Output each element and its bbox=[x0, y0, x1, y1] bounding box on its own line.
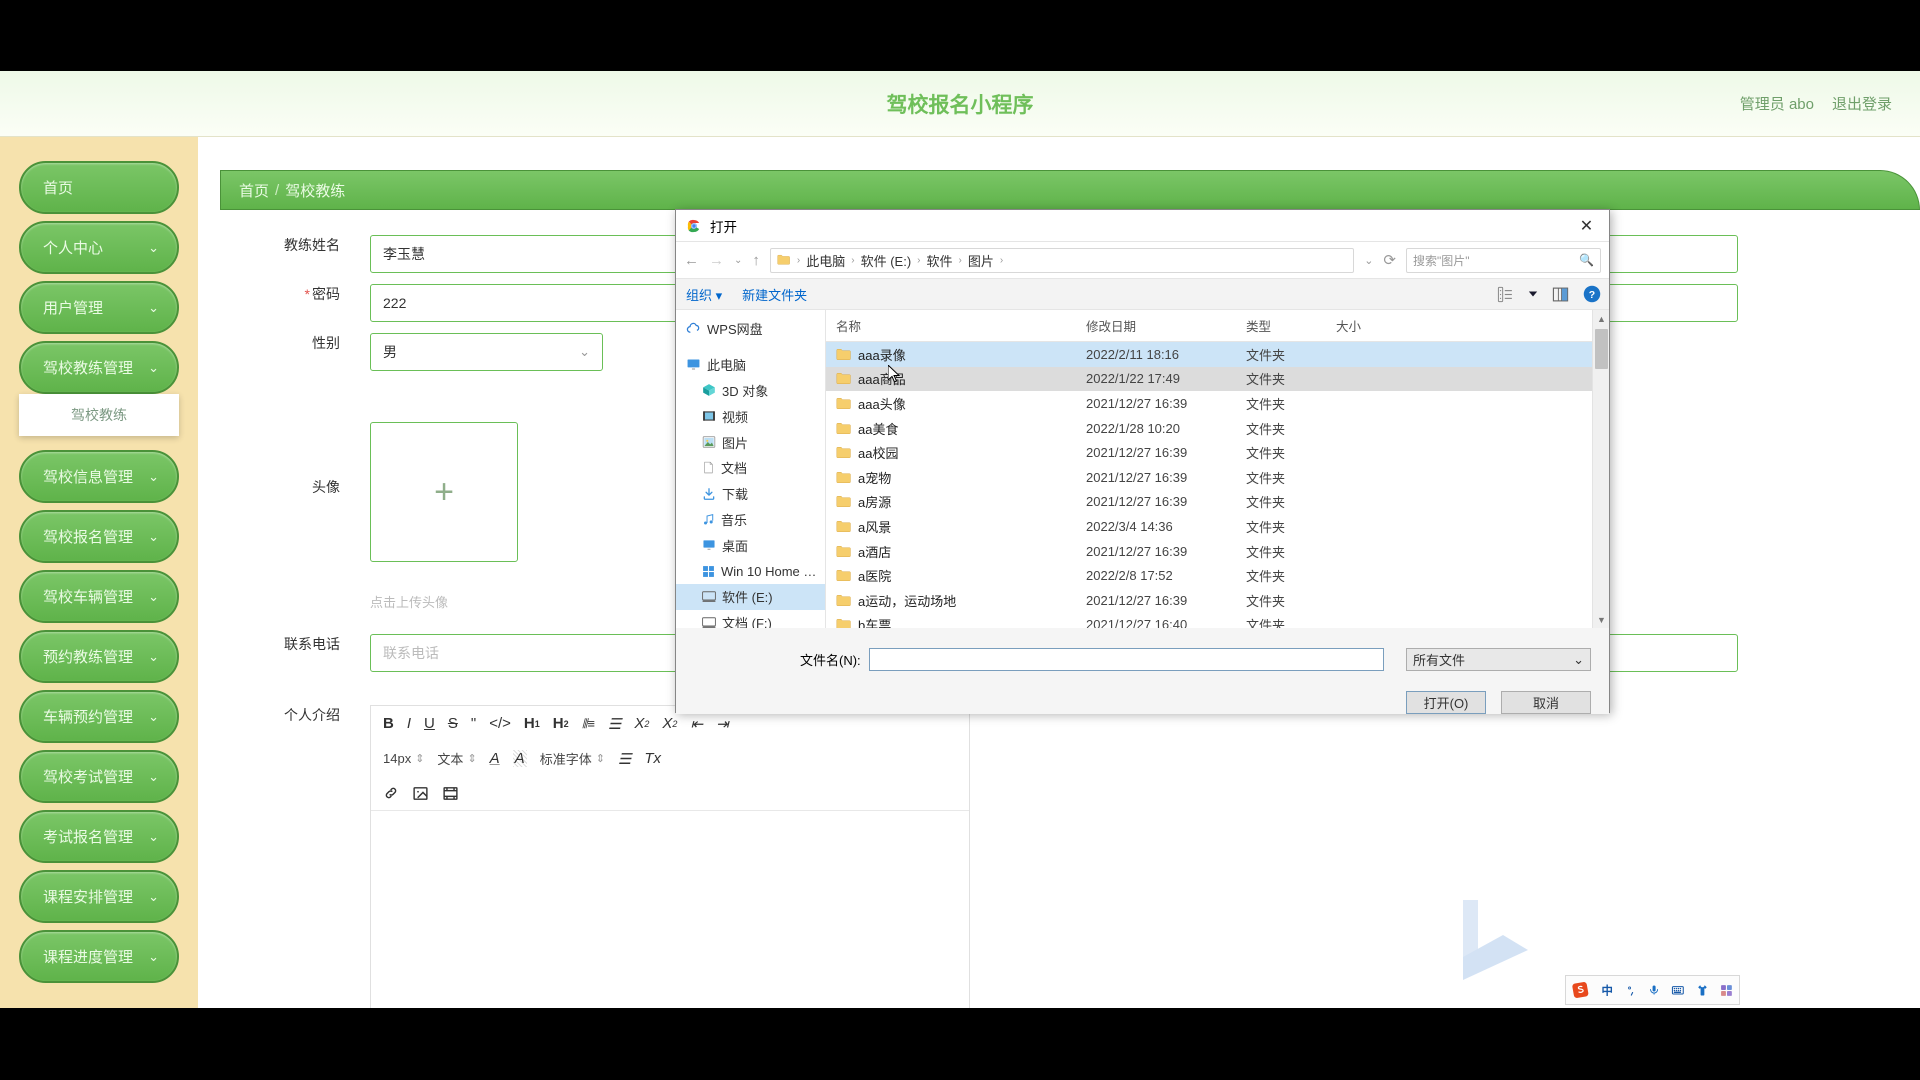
svg-text:?: ? bbox=[1589, 289, 1595, 301]
svg-text:中: 中 bbox=[1601, 983, 1612, 997]
